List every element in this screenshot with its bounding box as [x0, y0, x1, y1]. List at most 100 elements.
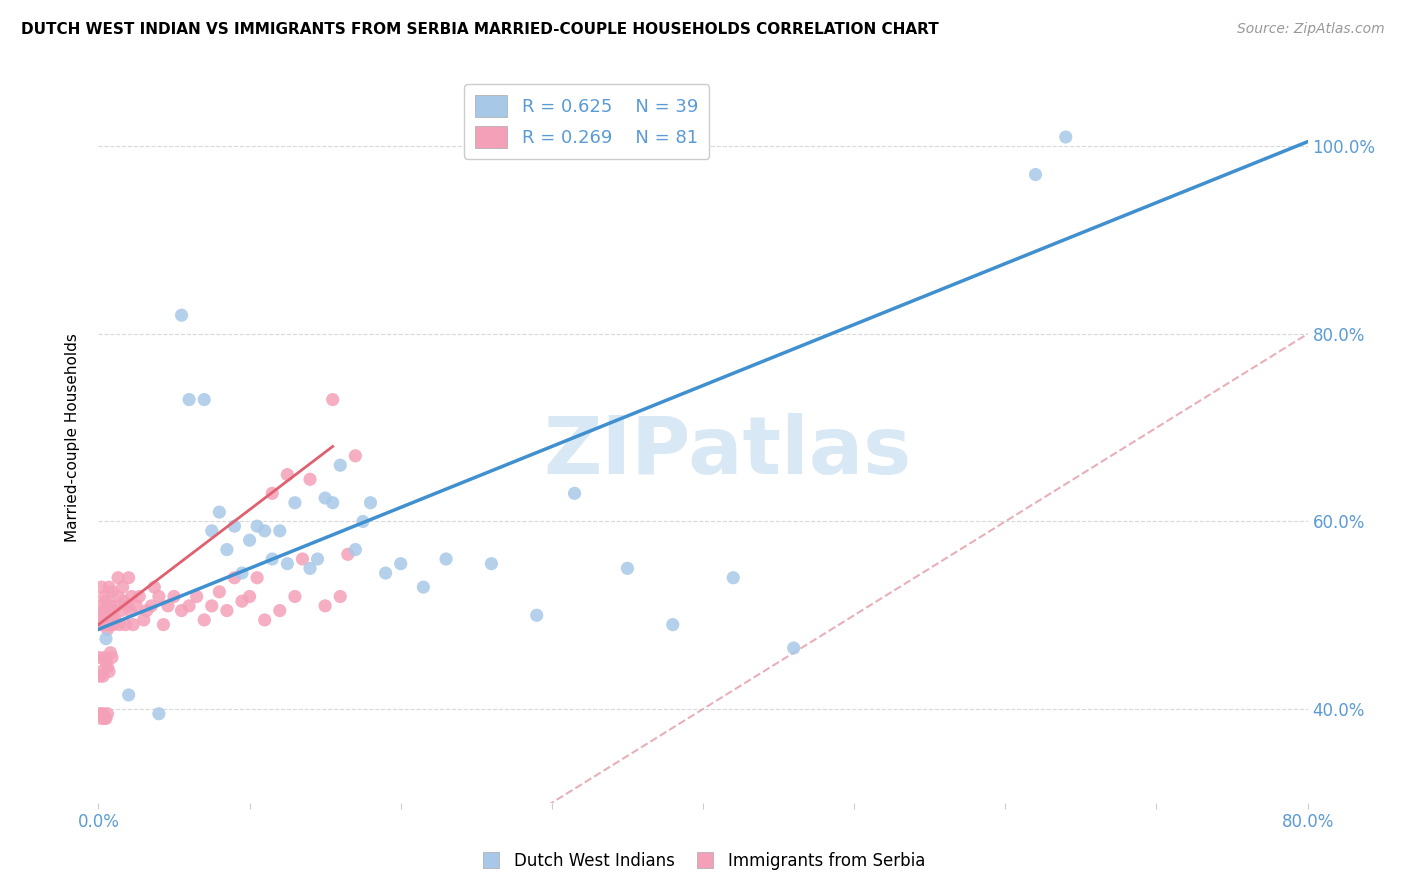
Point [246, 571, 269, 585]
Point [94, 655, 117, 669]
Point [269, 603, 291, 617]
Point [170, 603, 193, 617]
Point [94, 594, 117, 608]
Point [100, 599, 122, 613]
Point [239, 590, 262, 604]
Point [616, 561, 638, 575]
Point [107, 590, 129, 604]
Point [94, 617, 117, 632]
Point [94, 632, 117, 646]
Point [89, 599, 111, 613]
Point [389, 557, 412, 571]
Point [314, 599, 336, 613]
Point [360, 496, 382, 510]
Point [208, 584, 231, 599]
Point [299, 561, 322, 575]
Point [434, 552, 457, 566]
Point [783, 641, 806, 656]
Point [193, 613, 215, 627]
Point [90, 608, 112, 623]
Point [108, 617, 131, 632]
Point [284, 590, 307, 604]
Point [186, 590, 208, 604]
Point [135, 603, 157, 617]
Point [96, 660, 118, 674]
Point [239, 533, 262, 548]
Point [253, 613, 276, 627]
Point [224, 571, 246, 585]
Point [90, 580, 112, 594]
Point [246, 519, 269, 533]
Point [352, 515, 374, 529]
Point [661, 617, 683, 632]
Point [91, 669, 114, 683]
Point [526, 608, 548, 623]
Point [121, 590, 143, 604]
Point [231, 566, 253, 580]
Point [215, 603, 238, 617]
Point [120, 603, 142, 617]
Point [564, 486, 586, 500]
Point [93, 650, 115, 665]
Point [329, 458, 352, 473]
Point [163, 590, 186, 604]
Point [344, 542, 367, 557]
Text: ZIPatlas: ZIPatlas [543, 413, 911, 491]
Point [262, 552, 284, 566]
Point [231, 594, 253, 608]
Point [114, 617, 136, 632]
Point [299, 472, 322, 486]
Point [103, 617, 125, 632]
Point [87, 650, 110, 665]
Point [101, 650, 124, 665]
Point [269, 524, 291, 538]
Point [125, 599, 148, 613]
Point [101, 584, 124, 599]
Point [98, 665, 121, 679]
Point [374, 566, 396, 580]
Point [89, 706, 111, 721]
Point [322, 496, 344, 510]
Point [89, 669, 111, 683]
Point [148, 706, 170, 721]
Point [148, 590, 170, 604]
Text: Source: ZipAtlas.com: Source: ZipAtlas.com [1237, 22, 1385, 37]
Point [122, 617, 145, 632]
Point [132, 613, 155, 627]
Point [93, 711, 115, 725]
Point [100, 646, 122, 660]
Point [93, 590, 115, 604]
Point [284, 496, 307, 510]
Point [322, 392, 344, 407]
Point [110, 603, 132, 617]
Point [100, 617, 122, 632]
Point [141, 599, 163, 613]
Point [291, 552, 314, 566]
Point [115, 599, 138, 613]
Point [143, 580, 166, 594]
Point [96, 623, 118, 637]
Text: DUTCH WEST INDIAN VS IMMIGRANTS FROM SERBIA MARRIED-COUPLE HOUSEHOLDS CORRELATIO: DUTCH WEST INDIAN VS IMMIGRANTS FROM SER… [21, 22, 939, 37]
Point [412, 580, 434, 594]
Point [89, 617, 111, 632]
Point [112, 594, 135, 608]
Point [156, 599, 179, 613]
Point [104, 613, 127, 627]
Point [152, 617, 174, 632]
Point [1024, 168, 1046, 182]
Point [253, 524, 276, 538]
Point [262, 486, 284, 500]
Point [344, 449, 367, 463]
Point [93, 603, 115, 617]
Point [276, 467, 298, 482]
Point [179, 599, 201, 613]
Point [107, 571, 129, 585]
Point [215, 542, 238, 557]
Point [90, 711, 112, 725]
Point [224, 519, 246, 533]
Point [118, 688, 141, 702]
Point [314, 491, 336, 505]
Legend: Dutch West Indians, Immigrants from Serbia: Dutch West Indians, Immigrants from Serb… [474, 846, 932, 877]
Point [723, 571, 745, 585]
Legend: R = 0.625    N = 39, R = 0.269    N = 81: R = 0.625 N = 39, R = 0.269 N = 81 [464, 84, 709, 159]
